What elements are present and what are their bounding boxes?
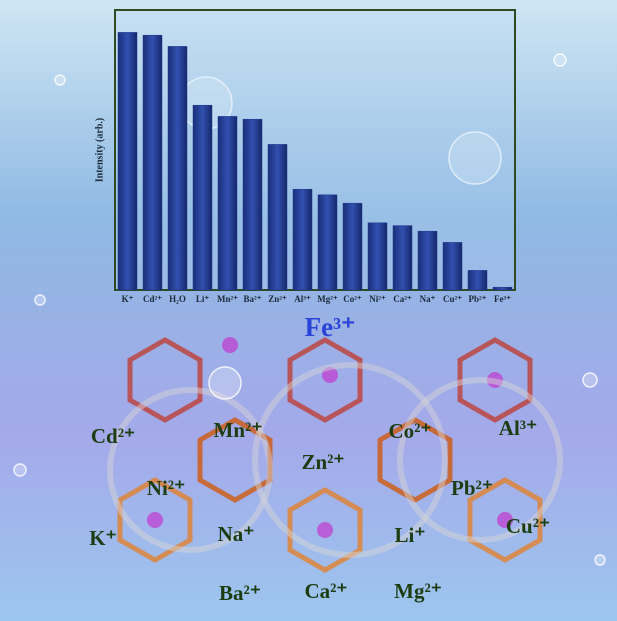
ion-label: Li⁺: [395, 523, 426, 547]
bar: [468, 270, 487, 290]
bar: [443, 242, 462, 290]
ion-label: Mn²⁺: [214, 418, 263, 442]
bar: [243, 119, 262, 290]
ion-label: Zn²⁺: [301, 450, 344, 474]
x-tick-label: Co²⁺: [343, 294, 362, 304]
ion-label: Mg²⁺: [394, 579, 442, 603]
ion-label: K⁺: [89, 526, 116, 550]
bar: [368, 223, 387, 290]
bar: [418, 231, 437, 290]
ion-label: Al³⁺: [499, 416, 537, 440]
x-tick-label: Al³⁺: [294, 294, 311, 304]
bar: [218, 116, 237, 290]
bar: [293, 189, 312, 290]
bar: [493, 287, 512, 290]
bar: [318, 195, 337, 290]
x-tick-label: Li⁺: [196, 294, 210, 304]
x-tick-label: H₂O: [169, 294, 186, 304]
x-tick-label: Zn²⁺: [268, 294, 287, 304]
bar: [268, 144, 287, 290]
ion-label: Pb²⁺: [451, 476, 493, 500]
x-tick-label: Ni²⁺: [369, 294, 386, 304]
x-tick-label: Mg²⁺: [317, 294, 338, 304]
x-tick-label: K⁺: [122, 294, 134, 304]
x-tick-label: Cd²⁺: [143, 294, 162, 304]
x-tick-label: Mn²⁺: [217, 294, 238, 304]
y-axis-label: Intensity (arb.): [94, 118, 105, 182]
ion-label: Cu²⁺: [506, 514, 550, 538]
x-tick-label: Ba²⁺: [244, 294, 262, 304]
x-tick-label: Na⁺: [420, 294, 436, 304]
bar: [343, 203, 362, 290]
ion-label: Ca²⁺: [304, 579, 347, 603]
ion-label: Na⁺: [218, 522, 255, 546]
ion-label: Ni²⁺: [147, 476, 185, 500]
x-tick-label: Fe³⁺: [494, 294, 511, 304]
bar: [168, 46, 187, 290]
x-tick-label: Pb²⁺: [469, 294, 487, 304]
graphic: Intensity (arb.) Fe³⁺ K⁺ Cd²⁺ H₂O Li⁺ Mn²⁺ Ba…: [0, 0, 617, 621]
ion-label: Ba²⁺: [219, 581, 261, 605]
x-tick-label: Cu²⁺: [443, 294, 462, 304]
highlight-label: Fe³⁺: [305, 312, 356, 342]
bar: [143, 35, 162, 290]
bar: [193, 105, 212, 290]
bar: [393, 226, 412, 290]
ion-label: Co²⁺: [388, 419, 431, 443]
bar: [118, 32, 137, 290]
ion-label: Cd²⁺: [91, 424, 135, 448]
x-tick-label: Ca²⁺: [393, 294, 412, 304]
